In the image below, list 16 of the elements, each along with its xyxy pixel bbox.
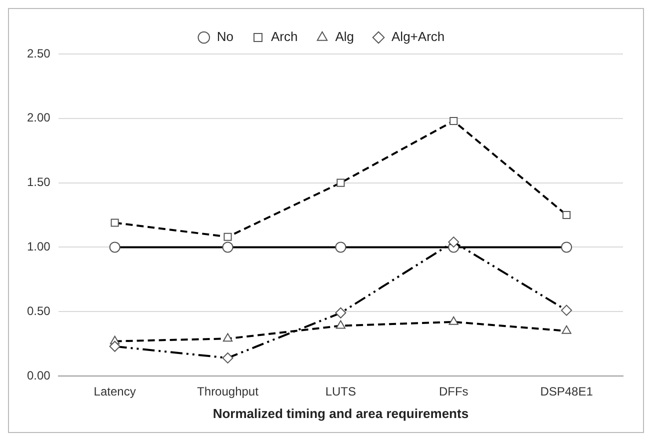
- y-tick-label: 2.00: [26, 110, 51, 125]
- legend-label: Alg: [335, 29, 354, 44]
- y-tick-label: 1.50: [26, 175, 51, 190]
- x-tick-label: DSP48E1: [540, 384, 594, 399]
- x-axis-title: Normalized timing and area requirements: [212, 406, 469, 421]
- y-tick-label: 0.00: [26, 368, 51, 382]
- x-tick-label: Latency: [94, 384, 136, 399]
- y-tick-label: 1.00: [26, 240, 51, 254]
- x-tick-label: DFFs: [438, 384, 468, 399]
- legend-label: No: [216, 29, 234, 44]
- x-tick-label: LUTS: [325, 384, 356, 399]
- legend-label: Arch: [270, 29, 298, 44]
- y-tick-label: 0.50: [26, 304, 51, 318]
- x-tick-label: Throughput: [197, 384, 260, 399]
- y-tick-label: 2.50: [26, 46, 51, 60]
- legend-label: Alg+Arch: [392, 29, 445, 44]
